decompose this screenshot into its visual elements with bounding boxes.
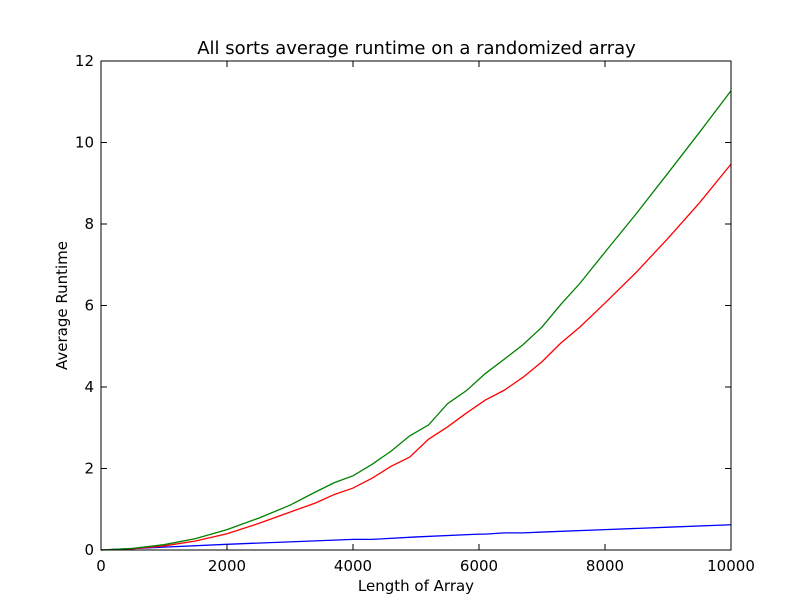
series-layer [100,90,732,551]
x-tick-label: 8000 [586,557,624,575]
series-line-1 [100,524,732,551]
y-tick-label: 12 [75,52,94,70]
y-axis-label: Average Runtime [53,241,71,370]
x-tick-label: 0 [96,557,106,575]
y-tick-label: 10 [75,134,94,152]
x-tick-label: 6000 [460,557,498,575]
y-tick-label: 4 [84,378,94,396]
x-tick-label: 4000 [334,557,372,575]
x-tick-label: 2000 [208,557,246,575]
series-line-3 [100,90,732,551]
y-tick-label: 2 [84,460,94,478]
y-tick-label: 8 [84,215,94,233]
chart-title: All sorts average runtime on a randomize… [197,38,636,59]
y-tick-label: 0 [84,541,94,559]
x-axis-label: Length of Array [358,577,474,595]
series-line-2 [100,163,732,551]
y-tick-label: 6 [84,297,94,315]
x-tick-label: 10000 [707,557,755,575]
plot-frame [100,60,732,551]
tick-layer: 0 2000 4000 6000 8000 10000 0 2 4 6 8 10 12 [75,52,755,575]
